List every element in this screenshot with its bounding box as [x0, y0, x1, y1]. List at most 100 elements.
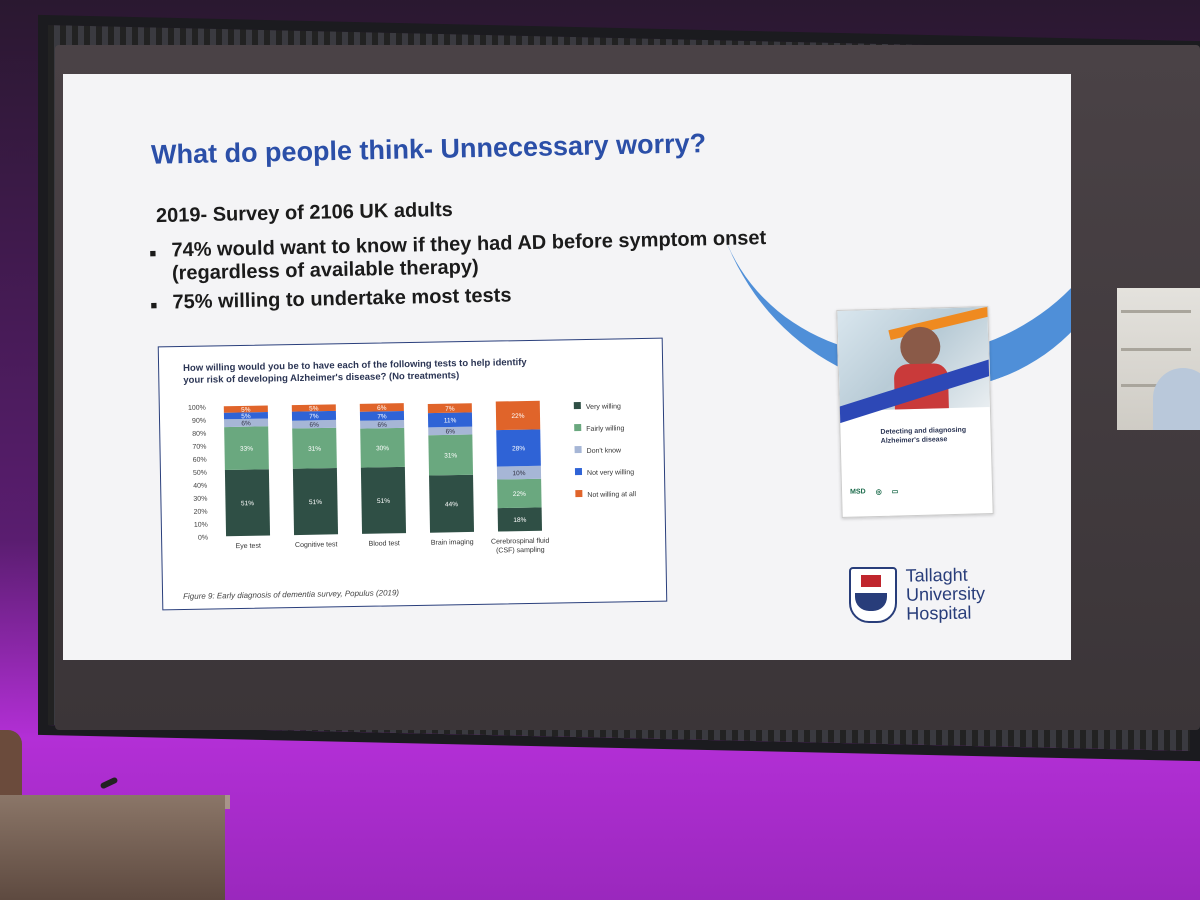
bar-segment [427, 412, 473, 428]
bar-segment [360, 420, 405, 429]
x-tick-label: Brain imaging [431, 539, 474, 547]
legend-swatch [575, 490, 583, 498]
msd-logo: MSD [849, 488, 866, 496]
data-label: 5% [241, 407, 251, 414]
data-label: 22% [513, 491, 526, 498]
data-label: 22% [511, 413, 524, 420]
legend-label: Very willing [586, 403, 621, 411]
legend-label: Fairly willing [586, 425, 624, 433]
data-label: 51% [241, 500, 254, 507]
bar-segment [497, 507, 543, 532]
bar-segment [497, 478, 542, 509]
data-label: 28% [512, 445, 525, 452]
legend-label: Don't know [587, 447, 622, 455]
y-tick-label: 40% [193, 483, 207, 490]
microphone-icon [99, 776, 119, 790]
speaker-silhouette [0, 730, 22, 800]
y-tick-label: 70% [192, 444, 206, 451]
bar-segment [291, 410, 337, 421]
bar-segment [360, 466, 407, 534]
data-label: 11% [444, 417, 457, 424]
bar-segment [495, 400, 541, 431]
data-label: 5% [241, 413, 251, 420]
data-label: 6% [377, 405, 387, 412]
data-label: 33% [240, 446, 253, 453]
data-label: 51% [309, 499, 322, 506]
speaker-video-feed [1117, 288, 1200, 430]
data-label: 7% [377, 413, 387, 420]
bar-segment [224, 418, 269, 428]
bar-segment [359, 403, 404, 412]
bar-segment [496, 465, 542, 480]
data-label: 51% [377, 498, 390, 505]
data-label: 7% [309, 413, 319, 420]
partner-logo-icon: ◎ [875, 488, 882, 497]
y-tick-label: 30% [193, 496, 207, 503]
data-label: 6% [446, 428, 456, 435]
presentation-slide: What do people think- Unnecessary worry?… [63, 74, 1071, 660]
bar-segment [429, 474, 475, 533]
slide-title: What do people think- Unnecessary worry? [150, 128, 707, 170]
x-tick-label: Eye test [236, 543, 261, 550]
y-tick-label: 100% [188, 405, 206, 412]
data-label: 6% [309, 422, 319, 429]
x-tick-label: Blood test [369, 540, 400, 548]
x-tick-label: Cognitive test [295, 541, 338, 549]
y-tick-label: 90% [192, 418, 206, 425]
bar-segment [496, 429, 541, 467]
x-tick-label: Cerebrospinal fluid [491, 538, 550, 546]
bar-segment [292, 468, 339, 536]
bar-segment [427, 403, 472, 414]
y-tick-label: 0% [198, 535, 208, 542]
y-tick-label: 50% [193, 470, 207, 477]
report-logos: MSD ◎ ▭ [850, 487, 898, 496]
video-person [1153, 368, 1200, 430]
data-label: 44% [445, 501, 458, 508]
legend-label: Not willing at all [587, 491, 636, 499]
data-label: 30% [376, 445, 389, 452]
bar-segment [292, 419, 337, 429]
legend-label: Not very willing [587, 469, 634, 477]
legend-swatch [574, 424, 582, 432]
bar-segment [428, 434, 474, 476]
data-label: 6% [241, 420, 251, 427]
hospital-crest-icon [849, 567, 897, 623]
legend-swatch [574, 446, 582, 454]
data-label: 31% [308, 446, 321, 453]
data-label: 10% [512, 470, 525, 477]
bar-segment [292, 427, 337, 469]
bar-segment [428, 426, 473, 436]
hospital-name: Tallaght University Hospital [905, 565, 986, 624]
report-title: Detecting and diagnosing Alzheimer's dis… [880, 426, 967, 445]
data-label: 5% [309, 405, 319, 412]
hospital-name-line: University [905, 583, 986, 605]
y-tick-label: 60% [193, 457, 207, 464]
data-label: 31% [444, 452, 457, 459]
y-tick-label: 20% [194, 509, 208, 516]
legend-swatch [573, 402, 581, 410]
bullet-marker-icon: ■ [149, 247, 157, 260]
bullet-text: 75% willing to undertake most tests [172, 284, 512, 314]
podium [0, 795, 225, 900]
x-tick-label: (CSF) sampling [496, 547, 545, 555]
slide-bullets: ■ 74% would want to know if they had AD … [149, 224, 911, 321]
partner-logo-icon: ▭ [891, 488, 899, 496]
legend-swatch [574, 468, 583, 476]
data-label: 6% [377, 422, 387, 429]
survey-chart: How willing would you be to have each of… [157, 337, 668, 611]
bar-segment [359, 410, 405, 421]
y-tick-label: 10% [194, 522, 208, 529]
bar-segment [223, 405, 268, 413]
bullet-item: ■ 74% would want to know if they had AD … [149, 224, 910, 286]
data-label: 18% [513, 517, 526, 524]
data-label: 7% [445, 406, 455, 413]
bar-segment [224, 469, 271, 537]
bar-segment [291, 404, 336, 412]
bar-segment [360, 427, 405, 468]
slide-lead: 2019- Survey of 2106 UK adults [155, 198, 453, 228]
bullet-marker-icon: ■ [150, 299, 158, 312]
bar-segment [223, 412, 269, 420]
chart-canvas: 0% 10% 20% 30% 40% 50% 60% 70% 80% 90% 100% 51% 33% 6… [188, 400, 637, 555]
y-tick-label: 80% [192, 431, 206, 438]
hospital-name-line: Hospital [906, 602, 972, 624]
